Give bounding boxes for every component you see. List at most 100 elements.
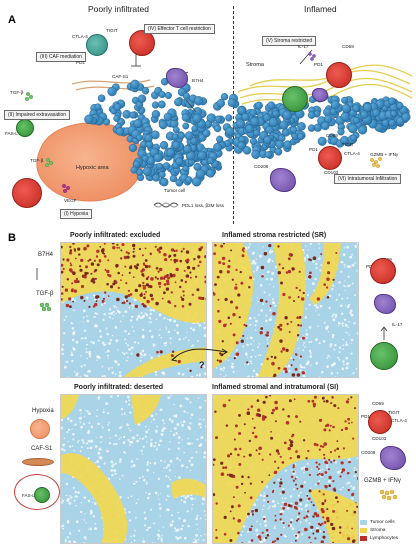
- lymphocyte-dot: [266, 334, 269, 337]
- lymphocyte-dot: [323, 453, 326, 456]
- lymphocyte-dot: [147, 276, 150, 278]
- tumor-cell: [144, 134, 153, 143]
- lymphocyte-dot: [116, 297, 120, 302]
- lymphocyte-dot: [330, 461, 333, 464]
- texture-dot: [160, 336, 163, 339]
- texture-dot: [250, 355, 253, 359]
- lymphocyte-dot: [245, 324, 248, 327]
- macrophage-cd206: [270, 168, 296, 192]
- lymphocyte-dot: [254, 435, 258, 439]
- texture-dot: [71, 322, 74, 325]
- texture-dot: [345, 366, 349, 370]
- texture-dot: [215, 367, 218, 369]
- texture-dot: [99, 435, 103, 439]
- lymphocyte-dot: [159, 246, 163, 250]
- lymphocyte-dot: [204, 255, 206, 259]
- lymphocyte-dot: [333, 404, 337, 408]
- lymphocyte-dot: [72, 271, 76, 275]
- lymphocyte-dot: [251, 509, 254, 513]
- texture-dot: [156, 533, 160, 537]
- lymphocyte-dot: [259, 298, 264, 303]
- lymphocyte-dot: [154, 276, 157, 279]
- texture-dot: [192, 344, 195, 347]
- lymphocyte-dot: [305, 515, 309, 518]
- label-pd1-left: PD1: [76, 60, 85, 65]
- label-hypoxic-area: Hypoxic area: [76, 165, 109, 171]
- texture-dot: [161, 542, 163, 543]
- lymphocyte-dot: [279, 327, 283, 331]
- lymphocyte-dot: [238, 316, 241, 319]
- texture-dot: [130, 541, 133, 543]
- texture-dot: [117, 363, 120, 366]
- lymphocyte-dot: [220, 461, 224, 465]
- texture-dot: [177, 372, 181, 375]
- lymphocyte-dot: [295, 286, 298, 290]
- lymphocyte-dot: [247, 476, 250, 479]
- lymphocyte-dot: [232, 496, 235, 499]
- lymphocyte-dot: [298, 270, 301, 273]
- lymphocyte-dot: [282, 267, 285, 270]
- texture-dot: [255, 373, 259, 377]
- lymphocyte-dot: [265, 536, 268, 540]
- lymphocyte-dot: [138, 247, 142, 251]
- lymphocyte-dot: [132, 276, 135, 279]
- texture-dot: [146, 528, 149, 532]
- texture-dot: [333, 348, 336, 351]
- texture-dot: [132, 464, 136, 467]
- t-cell-red-hypoxia: [12, 178, 42, 208]
- texture-dot: [342, 348, 344, 350]
- texture-dot: [157, 443, 161, 447]
- tumor-cell: [128, 143, 138, 153]
- texture-dot: [203, 498, 206, 501]
- texture-dot: [352, 372, 355, 375]
- lymphocyte-dot: [247, 512, 250, 516]
- lymphocyte-dot: [180, 250, 183, 253]
- lymphocyte-dot: [145, 283, 149, 287]
- lymphocyte-dot: [145, 291, 147, 293]
- texture-dot: [302, 349, 305, 352]
- tumor-cell: [141, 86, 150, 95]
- texture-dot: [155, 413, 158, 415]
- texture-dot: [202, 418, 205, 421]
- texture-dot: [130, 535, 132, 538]
- texture-dot: [251, 262, 254, 265]
- lymphocyte-dot: [310, 525, 314, 529]
- lymphocyte-dot: [83, 275, 87, 279]
- texture-dot: [246, 354, 248, 357]
- lymphocyte-dot: [348, 460, 351, 464]
- texture-dot: [268, 258, 271, 262]
- texture-dot: [108, 421, 110, 424]
- texture-dot: [124, 330, 127, 333]
- texture-dot: [157, 494, 160, 496]
- lymphocyte-dot: [175, 249, 178, 252]
- tumor-cell: [197, 150, 207, 161]
- texture-dot: [118, 374, 122, 377]
- texture-dot: [300, 491, 302, 494]
- texture-dot: [200, 423, 202, 425]
- texture-dot: [344, 285, 346, 288]
- lymphocyte-dot: [75, 277, 79, 280]
- texture-dot: [180, 421, 183, 424]
- lymphocyte-dot: [229, 322, 232, 325]
- texture-dot: [345, 356, 349, 360]
- texture-dot: [122, 315, 124, 317]
- lymphocyte-dot: [154, 245, 157, 248]
- lymphocyte-dot: [150, 277, 154, 281]
- lymphocyte-dot: [272, 311, 276, 316]
- texture-dot: [68, 501, 72, 505]
- texture-dot: [84, 409, 87, 411]
- texture-dot: [323, 460, 325, 462]
- lymphocyte-dot: [299, 355, 303, 358]
- texture-dot: [276, 501, 278, 503]
- texture-dot: [264, 520, 267, 523]
- lymphocyte-dot: [95, 300, 98, 303]
- texture-dot: [86, 357, 88, 360]
- texture-dot: [118, 438, 121, 440]
- texture-dot: [177, 441, 180, 444]
- texture-dot: [97, 465, 101, 468]
- lymphocyte-dot: [232, 333, 236, 337]
- lymphocyte-dot: [225, 424, 229, 427]
- lymphocyte-dot: [146, 299, 150, 304]
- texture-dot: [190, 413, 194, 416]
- lymphocyte-dot: [347, 398, 350, 401]
